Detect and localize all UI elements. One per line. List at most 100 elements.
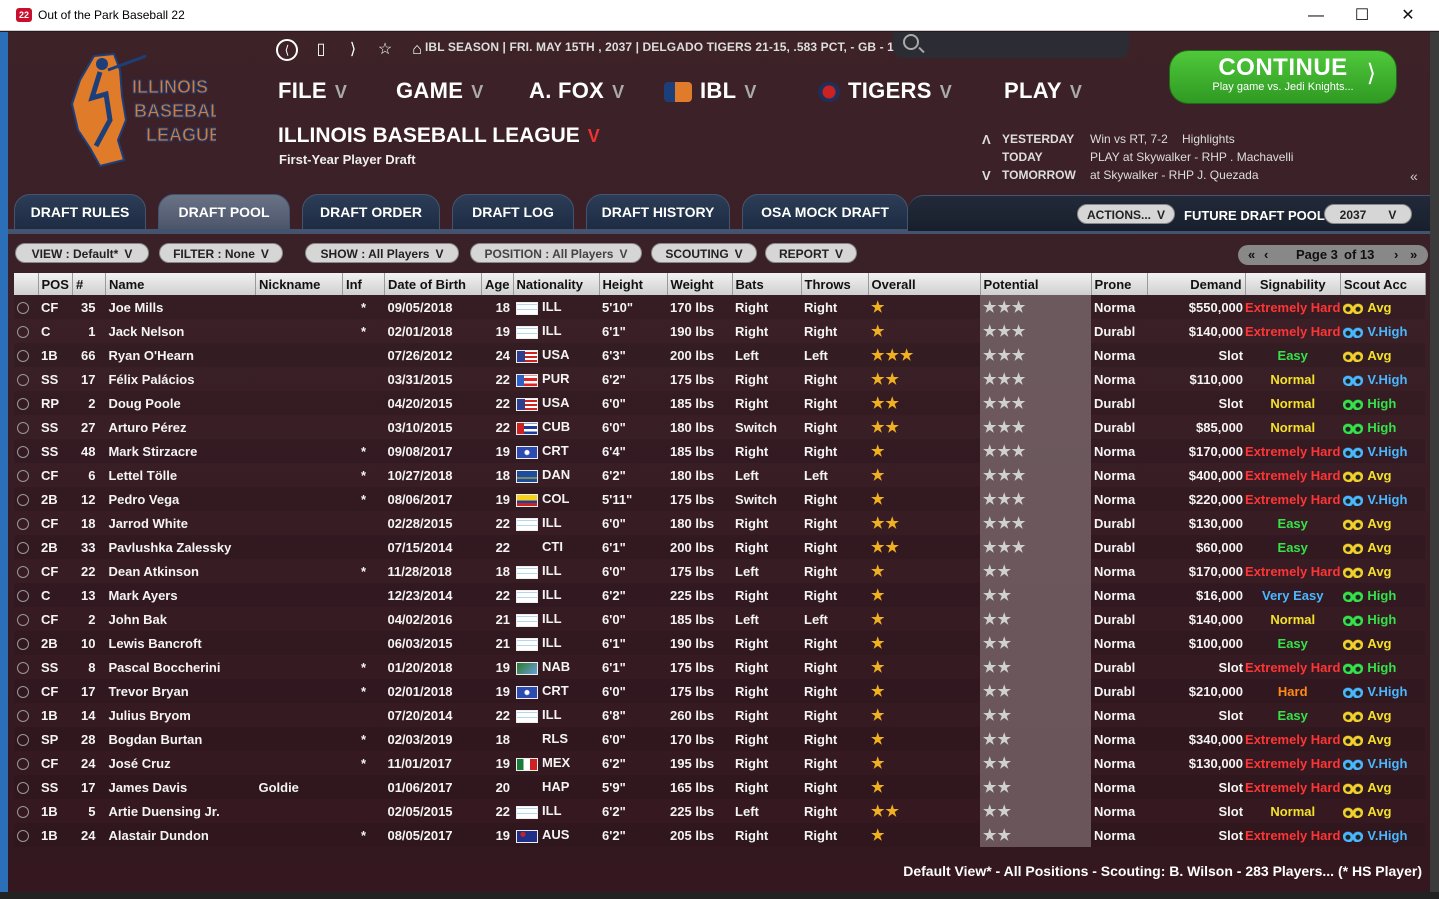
table-row[interactable]: 2B 12 Pedro Vega * 08/06/2017 19 COL 5'11" 175 l… (14, 487, 1426, 511)
cell-name[interactable]: Jarrod White (108, 515, 188, 531)
continue-button[interactable]: CONTINUE Play game vs. Jedi Knights... ⟩ (1170, 51, 1396, 103)
menu-play[interactable]: PLAY V (1004, 78, 1083, 103)
actions-button[interactable]: ACTIONS... V (1077, 204, 1175, 224)
row-radio[interactable] (14, 679, 38, 703)
col-num[interactable]: # (72, 273, 106, 295)
row-radio[interactable] (14, 391, 38, 415)
cell-name[interactable]: Mark Ayers (105, 583, 256, 607)
table-row[interactable]: RP 2 Doug Poole 04/20/2015 22 USA 6'0" 185 lbs R… (14, 391, 1426, 415)
minimize-button[interactable]: — (1308, 7, 1324, 24)
cell-name[interactable]: Doug Poole (105, 391, 256, 415)
table-row[interactable]: SS 48 Mark Stirzacre * 09/08/2017 19 CRT 6'4" 18… (14, 439, 1426, 463)
row-radio[interactable] (14, 463, 38, 487)
row-radio[interactable] (14, 775, 38, 799)
back-nav-icon[interactable]: ⟨ (276, 39, 298, 61)
table-row[interactable]: 1B 5 Artie Duensing Jr. 02/05/2015 22 ILL 6'2"… (14, 799, 1425, 823)
row-radio[interactable] (14, 415, 38, 439)
select-radio-icon[interactable] (17, 662, 29, 675)
select-radio-icon[interactable] (17, 398, 29, 411)
cell-name[interactable]: Lettel Tölle (108, 467, 178, 483)
col-weight[interactable]: Weight (667, 273, 733, 295)
table-row[interactable]: CF 35 Joe Mills * 09/05/2018 18 ILL 5'10" 170 lb… (14, 295, 1426, 319)
tab-draft-log[interactable]: DRAFT LOG (452, 194, 574, 230)
col-name[interactable]: Name (105, 273, 256, 295)
future-pool-select[interactable]: 2037 V (1324, 204, 1412, 224)
row-radio[interactable] (14, 343, 38, 367)
select-radio-icon[interactable] (17, 350, 29, 363)
cell-name[interactable]: Ryan O'Hearn (105, 343, 256, 367)
col-nickname[interactable]: Nickname (255, 273, 343, 295)
row-radio[interactable] (14, 823, 38, 847)
table-row[interactable]: SS 8 Pascal Boccherini * 01/20/2018 19 NAB 6'1"… (14, 655, 1425, 679)
row-radio[interactable] (14, 799, 38, 823)
tab-draft-order[interactable]: DRAFT ORDER (302, 194, 440, 230)
home-icon[interactable]: ⌂ (412, 41, 422, 58)
menu-ibl[interactable]: IBL V (664, 78, 757, 104)
forward-icon[interactable]: ⟩ (349, 41, 357, 58)
select-radio-icon[interactable] (17, 806, 29, 819)
table-row[interactable]: C 1 Jack Nelson * 02/01/2018 19 ILL 6'1" 190 lbs… (14, 319, 1425, 343)
cell-name[interactable]: Jack Nelson (108, 323, 185, 339)
table-row[interactable]: CF 6 Lettel Tölle * 10/27/2018 18 DAN 6'2" 180 l… (14, 463, 1425, 487)
row-radio[interactable] (14, 703, 38, 727)
tab-draft-history[interactable]: DRAFT HISTORY (586, 194, 730, 230)
col-bats[interactable]: Bats (732, 273, 802, 295)
scouting-dropdown[interactable]: SCOUTING V (651, 243, 757, 263)
table-row[interactable]: SS 17 Félix Palácios 03/31/2015 22 PUR 6'2" 175… (14, 367, 1425, 391)
row-radio[interactable] (14, 367, 38, 391)
menu-tigers[interactable]: TIGERS V (818, 78, 952, 104)
col-signability[interactable]: Signability (1245, 273, 1341, 295)
table-row[interactable]: 2B 33 Pavlushka Zalessky 07/15/2014 22 CTI 6'1… (14, 535, 1426, 559)
row-radio[interactable] (14, 535, 38, 559)
row-radio[interactable] (14, 607, 38, 631)
select-radio-icon[interactable] (17, 686, 29, 699)
select-radio-icon[interactable] (17, 734, 29, 747)
tab-osa-mock-draft[interactable]: OSA MOCK DRAFT (742, 194, 908, 230)
cell-name[interactable]: Alastair Dundon (105, 823, 256, 847)
col-potential[interactable]: Potential (980, 273, 1092, 295)
cell-name[interactable]: Mark Stirzacre (105, 439, 256, 463)
select-radio-icon[interactable] (17, 590, 29, 603)
col-age[interactable]: Age (481, 273, 514, 295)
row-radio[interactable] (14, 439, 38, 463)
cell-name[interactable]: Félix Palácios (108, 371, 195, 387)
col-throws[interactable]: Throws (801, 273, 869, 295)
cell-name[interactable]: Julius Bryom (108, 707, 191, 723)
row-radio[interactable] (14, 295, 38, 319)
menu-game[interactable]: GAME V (396, 78, 484, 103)
col-dob[interactable]: Date of Birth (384, 273, 482, 295)
cell-name[interactable]: Bogdan Burtan (105, 727, 256, 751)
cell-name[interactable]: Pavlushka Zalessky (105, 535, 256, 559)
report-dropdown[interactable]: REPORT V (765, 243, 857, 263)
schedule-up-icon[interactable]: Λ (982, 132, 991, 147)
next-page-icon[interactable]: › (1394, 247, 1399, 262)
table-row[interactable]: C 13 Mark Ayers 12/23/2014 22 ILL 6'2" 225 lbs R… (14, 583, 1426, 607)
table-row[interactable]: SS 17 James Davis Goldie 01/06/2017 20 HAP 5'9"… (14, 775, 1426, 799)
select-radio-icon[interactable] (17, 542, 29, 555)
table-row[interactable]: CF 2 John Bak 04/02/2016 21 ILL 6'0" 185 lbs Lef… (14, 607, 1425, 631)
tab-draft-pool[interactable]: DRAFT POOL (158, 194, 290, 230)
table-row[interactable]: CF 24 José Cruz * 11/01/2017 19 MEX 6'2" 195 lbs… (14, 751, 1425, 775)
row-radio[interactable] (14, 319, 38, 343)
col-inf[interactable]: Inf (342, 273, 385, 295)
select-radio-icon[interactable] (17, 374, 29, 387)
schedule-down-icon[interactable]: V (982, 168, 991, 183)
table-row[interactable]: SS 27 Arturo Pérez 03/10/2015 22 CUB 6'0" 180 l… (14, 415, 1425, 439)
cell-name[interactable]: Artie Duensing Jr. (108, 803, 220, 819)
table-row[interactable]: CF 17 Trevor Bryan * 02/01/2018 19 CRT 6'0" 175 … (14, 679, 1426, 703)
row-radio[interactable] (14, 727, 38, 751)
cell-name[interactable]: Arturo Pérez (108, 419, 187, 435)
table-row[interactable]: CF 18 Jarrod White 02/28/2015 22 ILL 6'0" 180 l… (14, 511, 1425, 535)
col-height[interactable]: Height (599, 273, 668, 295)
select-radio-icon[interactable] (17, 494, 29, 507)
cell-name[interactable]: Lewis Bancroft (105, 631, 256, 655)
select-radio-icon[interactable] (17, 302, 29, 315)
search-box[interactable] (893, 32, 1129, 58)
row-radio[interactable] (14, 631, 38, 655)
select-radio-icon[interactable] (17, 638, 29, 651)
position-dropdown[interactable]: POSITION : All Players V (470, 243, 642, 263)
table-row[interactable]: 1B 66 Ryan O'Hearn 07/26/2012 24 USA 6'3" 200 l… (14, 343, 1426, 367)
row-radio[interactable] (14, 583, 38, 607)
menu-manager[interactable]: A. FOX V (529, 78, 625, 103)
cell-name[interactable]: James Davis (105, 775, 256, 799)
